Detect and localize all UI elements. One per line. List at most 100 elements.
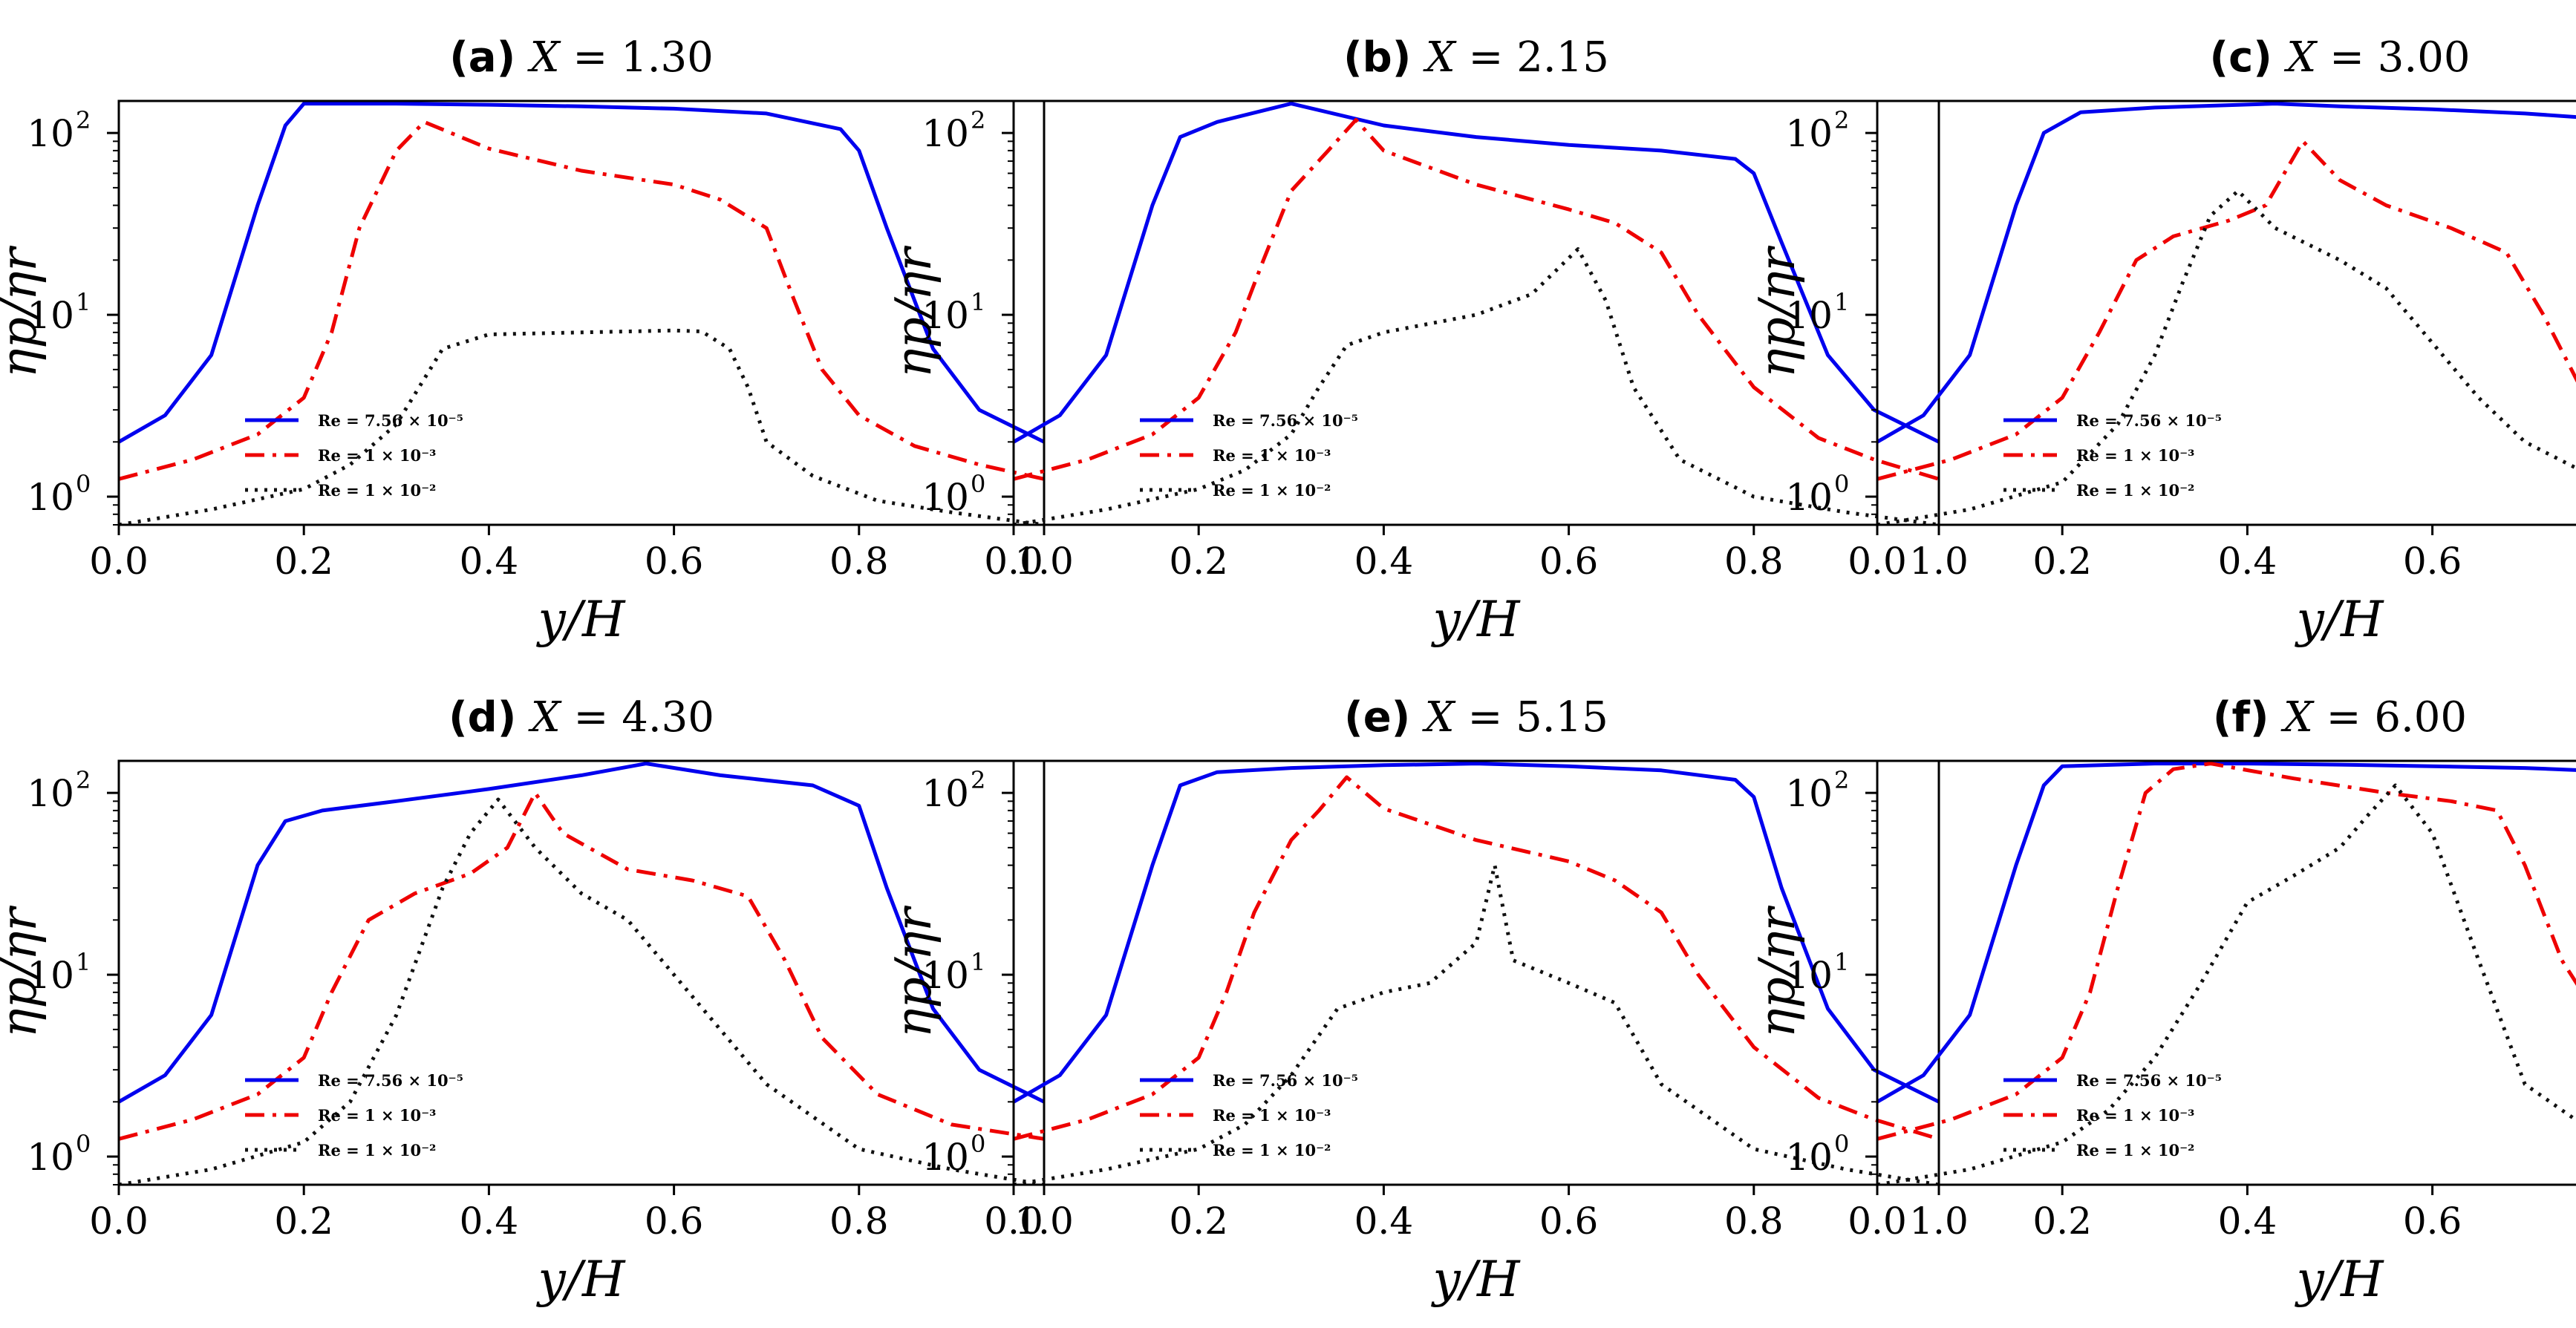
legend: Re = 7.56 × 10⁻⁵ Re = 1 × 10⁻³ Re = 1 × 10… [2003,1071,2222,1159]
x-tick-label: 0.2 [274,1200,333,1243]
panel-value: = 3.00 [2329,33,2470,82]
panel-title: (f) X = 6.00 [2213,693,2467,742]
legend: Re = 7.56 × 10⁻⁵ Re = 1 × 10⁻³ Re = 1 × 10… [245,411,463,500]
y-tick-label: 10 [1785,476,1833,519]
legend-label: Re = 7.56 × 10⁻⁵ [318,411,463,430]
y-tick-exponent: 0 [76,1130,91,1158]
y-tick-exponent: 0 [1834,1130,1849,1158]
series-line-black [1877,189,2576,525]
series-line-black [119,328,1044,525]
panel-variable: X [2283,33,2329,82]
panel-variable: X [1422,693,1468,742]
panel-title: (a) X = 1.30 [449,33,714,82]
panel-label: (f) [2213,693,2283,742]
legend-label: Re = 1 × 10⁻³ [2076,1106,2194,1125]
y-tick-label: 10 [1785,294,1833,337]
legend-label: Re = 1 × 10⁻³ [1213,446,1331,465]
series-line-black [1877,783,2576,1185]
legend: Re = 7.56 × 10⁻⁵ Re = 1 × 10⁻³ Re = 1 × 10… [1140,1071,1358,1159]
x-tick-label: 1.0 [1909,540,1969,583]
plot-frame [1876,99,2576,526]
x-tick-label: 0.6 [1539,540,1599,583]
x-tick-label: 0.4 [2218,1200,2277,1243]
y-tick-label: 10 [922,112,969,155]
x-tick-label: 0.6 [645,540,704,583]
series-line-red [119,120,1044,481]
series-line-red [1877,762,2576,1141]
panel-value: = 4.30 [574,693,714,742]
y-tick-label: 10 [922,1136,969,1179]
series-line-red [1877,139,2576,481]
x-tick-label: 0.2 [1169,1200,1228,1243]
y-tick-exponent: 2 [971,766,985,794]
y-tick-label: 10 [922,294,969,337]
y-tick-exponent: 1 [1834,288,1849,316]
y-tick-exponent: 2 [76,106,91,134]
panel-value: = 1.30 [573,33,713,82]
x-tick-label: 0.8 [1724,540,1784,583]
x-axis-label: y/H [1430,591,1521,648]
panel-label: (d) [449,693,531,742]
y-tick-label: 10 [27,112,74,155]
y-tick-label: 10 [922,954,969,997]
series-line-blue [1877,102,2576,444]
y-axis-label: ηp/ηr [885,905,942,1038]
series-line-blue [1014,102,1939,444]
series-line-black [1014,863,1939,1185]
y-tick-exponent: 0 [971,1130,985,1158]
legend-label: Re = 1 × 10⁻² [2076,481,2194,500]
legend-label: Re = 1 × 10⁻³ [318,446,436,465]
x-tick-label: 0.0 [1848,540,1907,583]
x-tick-label: 1.0 [1014,1200,1074,1243]
panel-value: = 6.00 [2326,693,2467,742]
x-tick-label: 0.0 [984,540,1043,583]
x-tick-label: 0.6 [1539,1200,1599,1243]
panel-variable: X [1423,33,1469,82]
x-tick-label: 0.4 [1354,1200,1414,1243]
x-tick-label: 0.6 [2403,1200,2462,1243]
y-tick-label: 10 [27,294,74,337]
legend-label: Re = 1 × 10⁻³ [2076,446,2194,465]
x-tick-label: 1.0 [1909,1200,1969,1243]
y-tick-exponent: 1 [971,948,985,976]
x-tick-label: 0.2 [274,540,333,583]
panel-value: = 5.15 [1467,693,1608,742]
legend-label: Re = 7.56 × 10⁻⁵ [2076,1071,2222,1090]
y-tick-exponent: 1 [971,288,985,316]
chart-panel-c: (c) X = 3.000.00.20.40.60.81.0100101102y… [1749,33,2576,648]
x-tick-label: 0.8 [1724,1200,1784,1243]
panel-variable: X [527,33,573,82]
legend-label: Re = 1 × 10⁻³ [318,1106,436,1125]
panel-label: (c) [2210,33,2287,82]
x-tick-label: 0.2 [2032,540,2092,583]
series-line-blue [119,762,1044,1104]
legend: Re = 7.56 × 10⁻⁵ Re = 1 × 10⁻³ Re = 1 × 10… [1140,411,1358,500]
y-axis-label: ηp/ηr [885,245,942,378]
x-tick-label: 0.8 [829,540,889,583]
y-tick-label: 10 [1785,1136,1833,1179]
panel-title: (c) X = 3.00 [2210,33,2471,82]
x-tick-label: 0.2 [1169,540,1228,583]
x-tick-label: 0.0 [89,540,149,583]
y-tick-label: 10 [1785,112,1833,155]
panel-title: (b) X = 2.15 [1343,33,1609,82]
legend-label: Re = 7.56 × 10⁻⁵ [2076,411,2222,430]
y-tick-label: 10 [1785,954,1833,997]
panel-variable: X [528,693,574,742]
y-tick-label: 10 [1785,772,1833,815]
y-tick-exponent: 1 [1834,948,1849,976]
x-tick-label: 0.6 [2403,540,2462,583]
legend-label: Re = 7.56 × 10⁻⁵ [1213,1071,1358,1090]
legend-label: Re = 1 × 10⁻² [2076,1141,2194,1159]
x-tick-label: 0.4 [460,1200,519,1243]
x-tick-label: 0.0 [1848,1200,1907,1243]
legend-label: Re = 1 × 10⁻² [1213,1141,1331,1159]
y-axis-label: ηp/ηr [0,245,48,378]
x-tick-label: 0.6 [645,1200,704,1243]
y-tick-label: 10 [27,1136,74,1179]
legend: Re = 7.56 × 10⁻⁵ Re = 1 × 10⁻³ Re = 1 × 10… [245,1071,463,1159]
